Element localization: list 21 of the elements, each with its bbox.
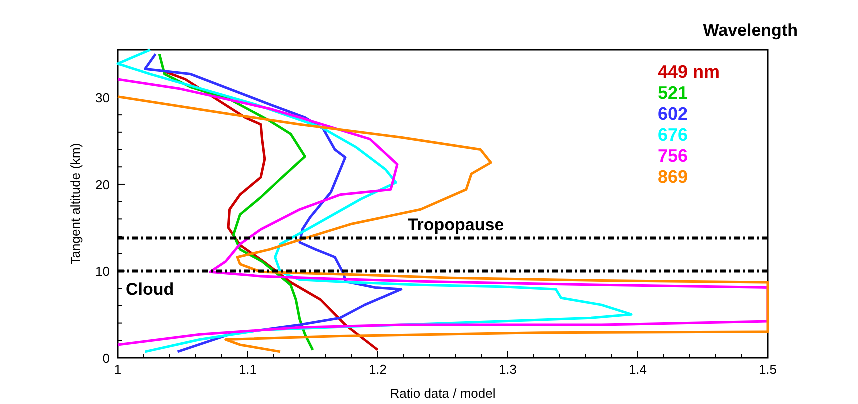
ref-line-label: Tropopause	[408, 215, 504, 234]
x-tick-label: 1	[114, 362, 122, 377]
y-tick-label: 0	[102, 351, 110, 366]
y-tick-label: 10	[96, 264, 110, 280]
x-tick-label: 1.3	[498, 362, 518, 377]
x-tick-label: 1.5	[758, 362, 778, 377]
ref-line-label: Cloud	[126, 280, 174, 300]
text: 869	[658, 167, 688, 187]
text: 521	[658, 83, 688, 103]
legend-title: Wavelength	[703, 21, 798, 40]
y-tick-label: 20	[96, 177, 110, 192]
y-axis-title: Tangent altitude (km)	[68, 143, 83, 265]
x-tick-label: 1.1	[238, 362, 258, 377]
y-tick-label: 30	[96, 90, 110, 106]
text: 676	[658, 125, 688, 145]
x-tick-label: 1.2	[368, 362, 388, 377]
x-axis-title: Ratio data / model	[390, 386, 496, 401]
text: 449 nm	[658, 62, 720, 82]
text: 756	[658, 146, 688, 166]
text: 602	[658, 104, 688, 124]
x-tick-label: 1.4	[628, 362, 648, 377]
